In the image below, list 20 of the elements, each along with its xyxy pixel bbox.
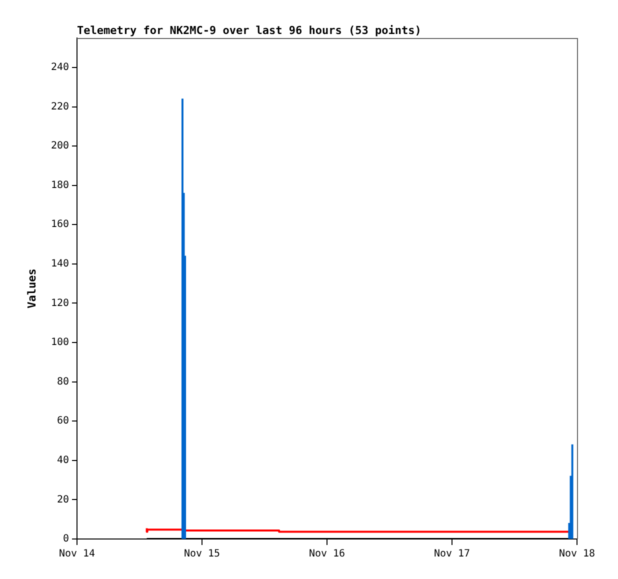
y-tick-label: 240 [50, 62, 69, 74]
y-tick-label: 220 [50, 101, 69, 112]
y-tick-label: 0 [62, 534, 69, 545]
y-tick-label: 180 [50, 180, 69, 191]
y-tick-label: 80 [56, 376, 69, 388]
y-tick-label: 60 [56, 416, 69, 427]
y-tick-label: 120 [50, 298, 69, 309]
y-tick-label: 20 [56, 494, 69, 506]
y-tick-label: 100 [50, 337, 69, 348]
y-tick-label: 160 [50, 219, 69, 230]
y-tick-label: 140 [50, 258, 69, 270]
y-tick-label: 200 [50, 140, 69, 152]
x-tick-label: Nov 16 [308, 548, 346, 560]
chart-title: Telemetry for NK2MC-9 over last 96 hours (53 points) [77, 24, 422, 37]
y-axis-title: Values [25, 268, 38, 308]
x-tick-label: Nov 17 [434, 548, 470, 560]
x-tick-label: Nov 18 [558, 548, 596, 560]
y-tick-label: 40 [56, 455, 69, 466]
x-tick-label: Nov 15 [184, 548, 220, 560]
x-tick-label: Nov 14 [58, 548, 96, 560]
